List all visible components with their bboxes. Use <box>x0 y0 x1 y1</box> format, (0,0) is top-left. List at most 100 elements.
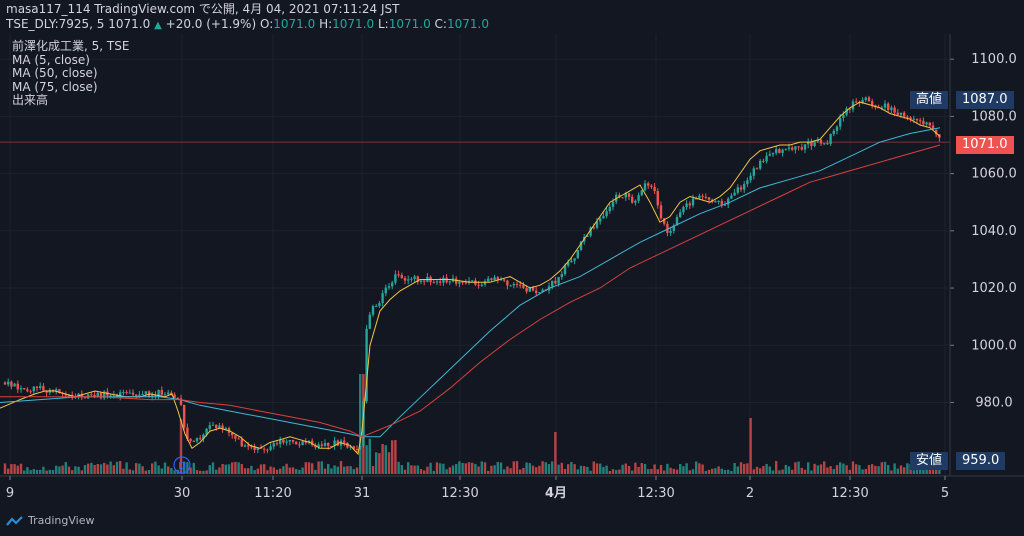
volume-bar <box>378 453 381 474</box>
legend-ma5[interactable]: MA (5, close) <box>12 52 90 67</box>
candle-body <box>237 438 240 440</box>
candle-body <box>192 440 195 442</box>
volume-bar <box>663 470 666 474</box>
volume-bar <box>307 462 311 474</box>
indicator-legend: 前澤化成工業, 5, TSE MA (5, close) MA (50, clo… <box>12 39 130 108</box>
volume-bar <box>144 470 147 474</box>
volume-bar <box>672 468 675 474</box>
volume-bar <box>243 468 247 474</box>
volume-bar <box>874 465 877 474</box>
volume-bar <box>154 461 157 474</box>
candle-body <box>442 277 445 283</box>
volume-bar <box>826 467 829 474</box>
moving-averages: D <box>0 101 941 474</box>
candle-body <box>131 392 135 395</box>
volume-bar <box>301 467 304 474</box>
candle-body <box>195 438 199 442</box>
volume-bar <box>602 466 605 474</box>
volume-bar <box>435 462 439 474</box>
candle-body <box>416 276 419 283</box>
volume-bar <box>237 462 240 474</box>
volume-bar <box>195 470 199 474</box>
candle-body <box>919 120 922 122</box>
candle-body <box>666 223 669 233</box>
candle-body <box>93 394 96 398</box>
volume-bar <box>167 466 170 474</box>
volume-bar <box>400 465 403 474</box>
volume-bar <box>842 463 845 474</box>
candle-body <box>211 424 215 426</box>
candle-body <box>7 381 10 385</box>
tradingview-brand[interactable]: TradingView <box>6 514 94 527</box>
volume-bar <box>560 462 563 474</box>
candle-body <box>464 282 467 284</box>
candle-body <box>186 427 189 439</box>
volume-bar <box>589 470 592 474</box>
volume-bar <box>675 469 679 474</box>
volume-bar <box>224 464 227 474</box>
volume-bar <box>640 463 643 474</box>
candle-body <box>515 283 519 285</box>
volume-bar <box>442 463 445 474</box>
volume-bar <box>800 467 803 474</box>
candle-body <box>688 203 691 206</box>
volume-bar <box>461 462 464 474</box>
volume-bar <box>253 470 256 474</box>
volume-bar <box>755 466 759 474</box>
candle-body <box>791 147 794 150</box>
candle-body <box>19 388 23 390</box>
volume-bar <box>477 466 480 474</box>
dividend-marker: D <box>173 456 191 474</box>
candle-body <box>538 292 541 294</box>
candle-body <box>320 444 323 446</box>
volume-bar <box>883 461 887 474</box>
candle-body <box>461 281 464 283</box>
candle-body <box>672 225 675 231</box>
candle-body <box>554 280 557 284</box>
volume-bar <box>506 466 509 474</box>
candle-body <box>253 446 256 450</box>
volume-bar <box>295 469 298 474</box>
volume-bar <box>211 462 215 474</box>
candle-body <box>410 278 413 280</box>
volume-bar <box>813 463 816 474</box>
volume-bar <box>752 469 755 474</box>
volume-bar <box>819 464 823 474</box>
volume-bar <box>707 469 711 474</box>
legend-ma50[interactable]: MA (50, close) <box>12 66 98 80</box>
volume-bar <box>99 464 103 474</box>
candle-body <box>173 394 176 398</box>
candle-body <box>829 133 832 144</box>
volume-bar <box>419 469 423 474</box>
legend-volume[interactable]: 出来高 <box>12 93 49 107</box>
volume-bar <box>928 467 931 474</box>
volume-bar <box>365 445 368 474</box>
ma5-line <box>0 101 941 456</box>
volume-bar <box>80 470 83 474</box>
low-label: L: <box>377 17 389 31</box>
candle-body <box>170 392 173 395</box>
volume-bar <box>269 466 272 474</box>
candle-body <box>343 440 346 443</box>
volume-bar <box>634 462 637 474</box>
candle-body <box>202 434 205 440</box>
candle-body <box>643 183 647 191</box>
candle-body <box>272 443 275 447</box>
legend-ma75[interactable]: MA (75, close) <box>12 79 98 94</box>
candle-body <box>864 97 867 100</box>
candle-body <box>458 281 461 284</box>
candle-body <box>512 283 515 286</box>
candle-body <box>541 289 544 293</box>
candle-body <box>23 388 26 390</box>
candle-body <box>205 428 208 435</box>
candle-body <box>691 198 695 206</box>
volume-bar <box>618 469 621 474</box>
chart-header: masa117_114 TradingView.com で公開, 4月 04, … <box>0 0 1024 34</box>
legend-title[interactable]: 前澤化成工業, 5, TSE <box>12 39 130 53</box>
volume-bar <box>867 465 871 474</box>
volume-bar <box>621 464 624 474</box>
candle-body <box>291 439 295 442</box>
candle-body <box>448 281 451 283</box>
candle-body <box>135 394 138 397</box>
